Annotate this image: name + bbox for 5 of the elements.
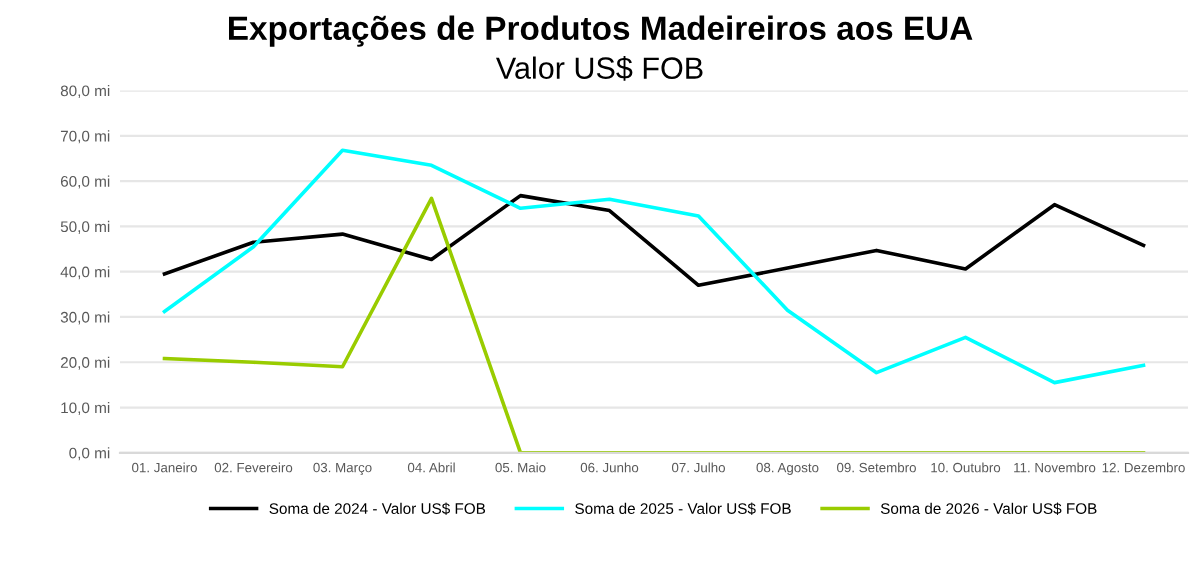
chart-title: Exportações de Produtos Madeireiros aos EUA (229, 15, 973, 47)
chart-subtitle: Valor US$ FOB (495, 56, 703, 81)
line-series (162, 148, 1146, 385)
line-series (162, 193, 1146, 288)
line-series (162, 196, 1146, 453)
